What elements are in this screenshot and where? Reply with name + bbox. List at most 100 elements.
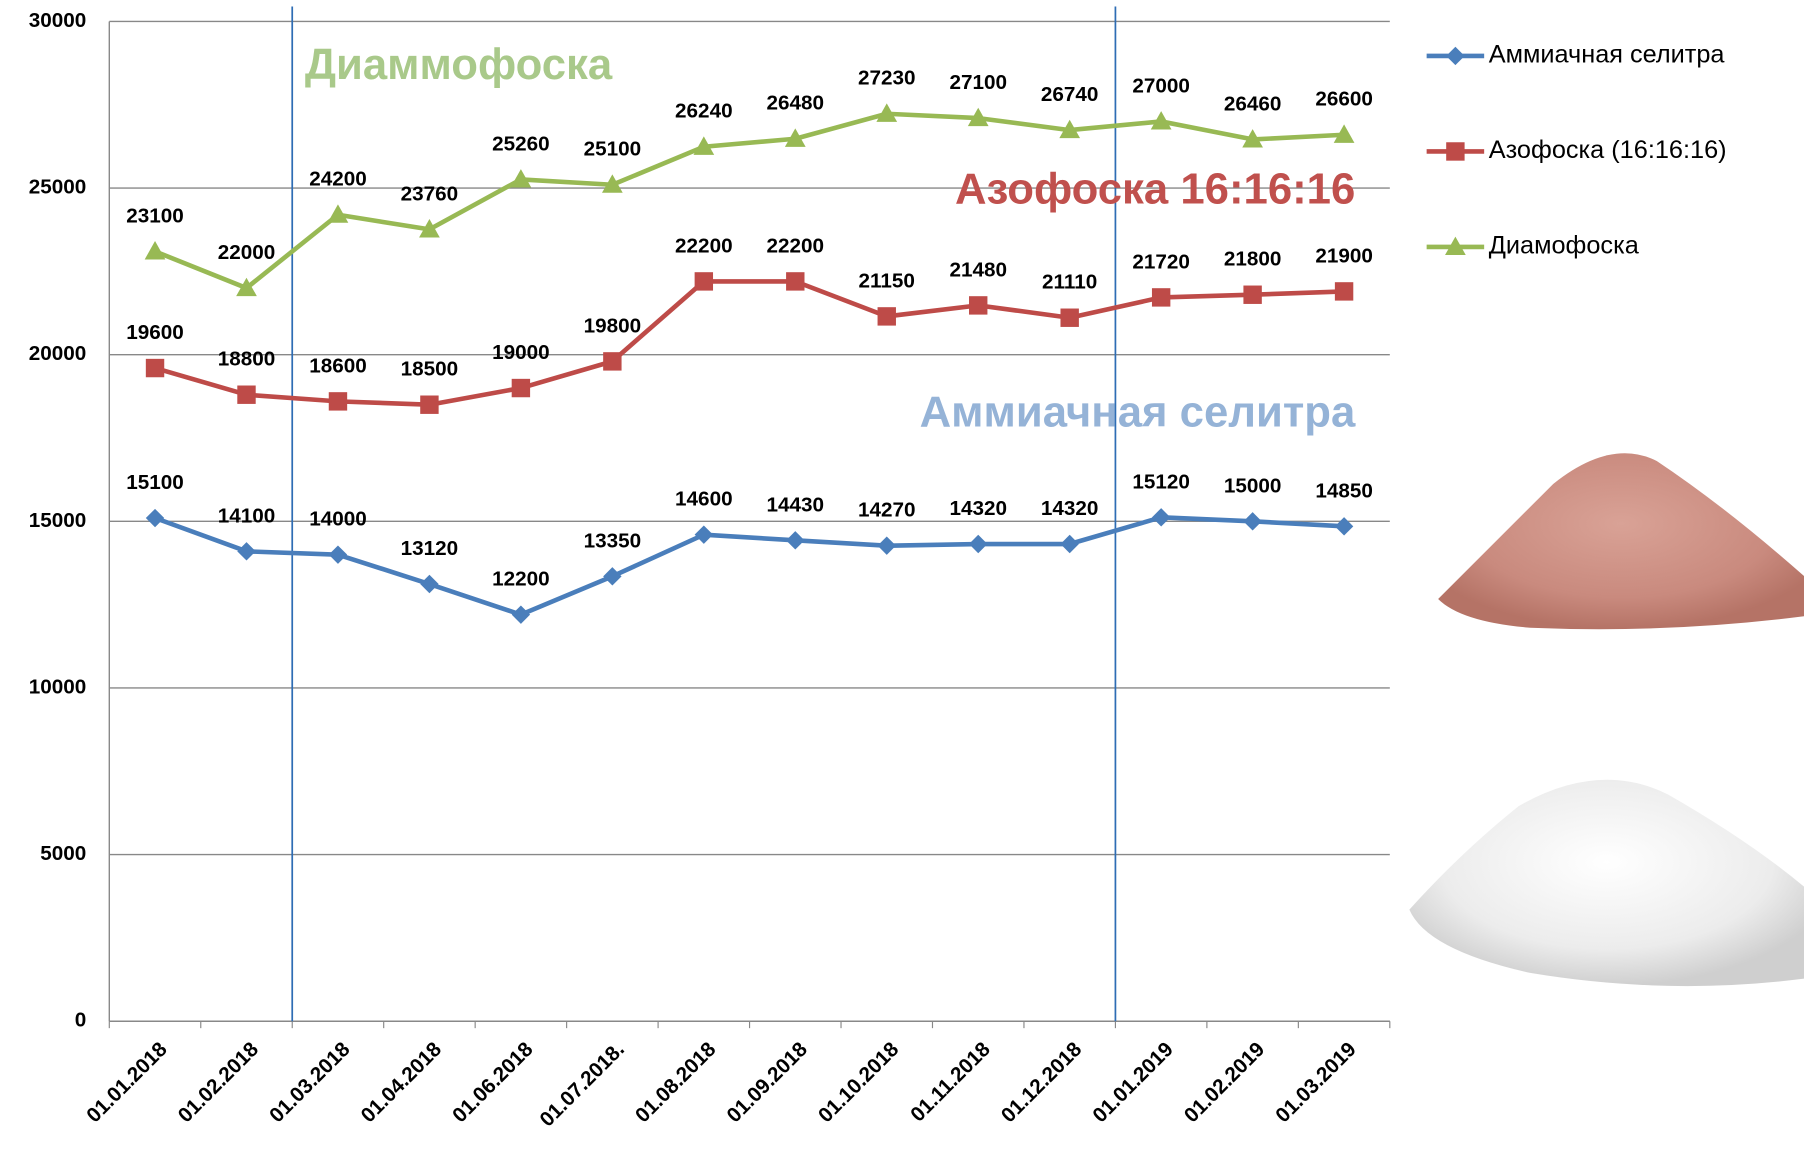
y-tick-label: 15000: [29, 509, 87, 532]
data-label: 13350: [584, 529, 642, 552]
data-label: 14320: [1041, 497, 1099, 520]
x-tick-label: 01.07.2018.: [535, 1038, 629, 1132]
point: [603, 352, 621, 370]
y-tick-label: 25000: [29, 176, 87, 199]
x-tick-label: 01.06.2018: [448, 1038, 537, 1127]
point: [786, 272, 804, 290]
data-label: 19800: [584, 314, 642, 337]
data-label: 19000: [492, 341, 550, 364]
data-label: 14000: [309, 508, 367, 531]
data-label: 14430: [767, 493, 825, 516]
data-label: 15100: [126, 471, 184, 494]
point: [878, 536, 896, 554]
y-tick-label: 30000: [29, 9, 87, 32]
x-tick-label: 01.08.2018: [631, 1038, 720, 1127]
point: [329, 545, 347, 563]
point: [420, 575, 438, 593]
x-tick-label: 01.03.2019: [1271, 1038, 1360, 1127]
annotation: Аммиачная селитра: [920, 387, 1356, 436]
x-tick-label: 01.03.2018: [265, 1038, 354, 1127]
data-label: 27000: [1132, 74, 1190, 97]
data-label: 25100: [584, 138, 642, 161]
point: [1446, 47, 1464, 65]
x-tick-label: 01.04.2018: [357, 1038, 446, 1127]
data-label: 22200: [675, 234, 733, 257]
data-label: 18800: [218, 348, 276, 371]
point: [695, 525, 713, 543]
point: [786, 531, 804, 549]
data-label: 26600: [1315, 88, 1373, 111]
point: [146, 509, 164, 527]
y-tick-label: 20000: [29, 342, 87, 365]
legend-label: Диамофоска: [1489, 232, 1640, 260]
data-label: 21110: [1042, 271, 1097, 294]
x-tick-label: 01.09.2018: [722, 1038, 811, 1127]
data-label: 23100: [126, 204, 184, 227]
point: [145, 241, 166, 259]
point: [1243, 512, 1261, 530]
point: [969, 535, 987, 553]
data-label: 19600: [126, 321, 184, 344]
pink-granules-image: [1438, 453, 1804, 629]
data-label: 12200: [492, 568, 550, 591]
data-label: 24200: [309, 168, 367, 191]
data-label: 14850: [1315, 479, 1373, 502]
point: [1060, 535, 1078, 553]
point: [420, 396, 438, 414]
annotation: Диаммофоска: [305, 40, 613, 89]
point: [603, 567, 621, 585]
data-label: 26460: [1224, 92, 1282, 115]
point: [1152, 288, 1170, 306]
white-granules-image: [1409, 780, 1804, 986]
point: [1152, 508, 1170, 526]
data-label: 18600: [309, 354, 367, 377]
point: [1446, 142, 1464, 160]
x-tick-label: 01.01.2018: [82, 1038, 171, 1127]
legend-label: Аммиачная селитра: [1489, 41, 1726, 69]
point: [1335, 517, 1353, 535]
data-label: 23760: [401, 182, 459, 205]
point: [1060, 309, 1078, 327]
point: [512, 605, 530, 623]
data-label: 15000: [1224, 474, 1282, 497]
chart: 0 5000 10000 15000 20000 25000 30000 01.01.2018…: [0, 0, 1804, 1152]
point: [969, 296, 987, 314]
x-tick-label: 01.02.2019: [1180, 1038, 1269, 1127]
data-label: 15120: [1132, 470, 1190, 493]
legend-label: Азофоска (16:16:16): [1489, 136, 1727, 164]
data-label: 21900: [1315, 244, 1373, 267]
point: [237, 386, 255, 404]
data-label: 26240: [675, 100, 733, 123]
x-tick-label: 01.11.2018: [906, 1038, 995, 1127]
point: [237, 542, 255, 560]
data-label: 14100: [218, 504, 276, 527]
data-label: 14600: [675, 488, 733, 511]
annotation: Азофоска 16:16:16: [955, 164, 1355, 213]
x-tick-label: 01.12.2018: [997, 1038, 1086, 1127]
data-label: 25260: [492, 132, 550, 155]
data-label: 26480: [767, 92, 825, 115]
series-line: [155, 517, 1344, 614]
x-tick-label: 01.10.2018: [814, 1038, 903, 1127]
data-label: 21800: [1224, 248, 1282, 271]
data-label: 21150: [859, 269, 915, 292]
y-tick-label: 0: [75, 1009, 87, 1032]
y-tick-label: 5000: [40, 842, 86, 865]
data-label: 18500: [401, 358, 459, 381]
x-tick-label: 01.02.2018: [174, 1038, 263, 1127]
point: [878, 307, 896, 325]
data-label: 27100: [949, 71, 1007, 94]
data-label: 14270: [858, 499, 916, 522]
data-label: 26740: [1041, 83, 1099, 106]
point: [146, 359, 164, 377]
data-label: 21720: [1132, 250, 1190, 273]
point: [1335, 282, 1353, 300]
data-label: 21480: [949, 258, 1007, 281]
data-label: 13120: [401, 537, 459, 560]
y-tick-label: 10000: [29, 675, 87, 698]
data-label: 22200: [767, 234, 825, 257]
data-label: 27230: [858, 67, 916, 90]
data-label: 14320: [949, 497, 1007, 520]
data-label: 22000: [218, 241, 276, 264]
point: [512, 379, 530, 397]
